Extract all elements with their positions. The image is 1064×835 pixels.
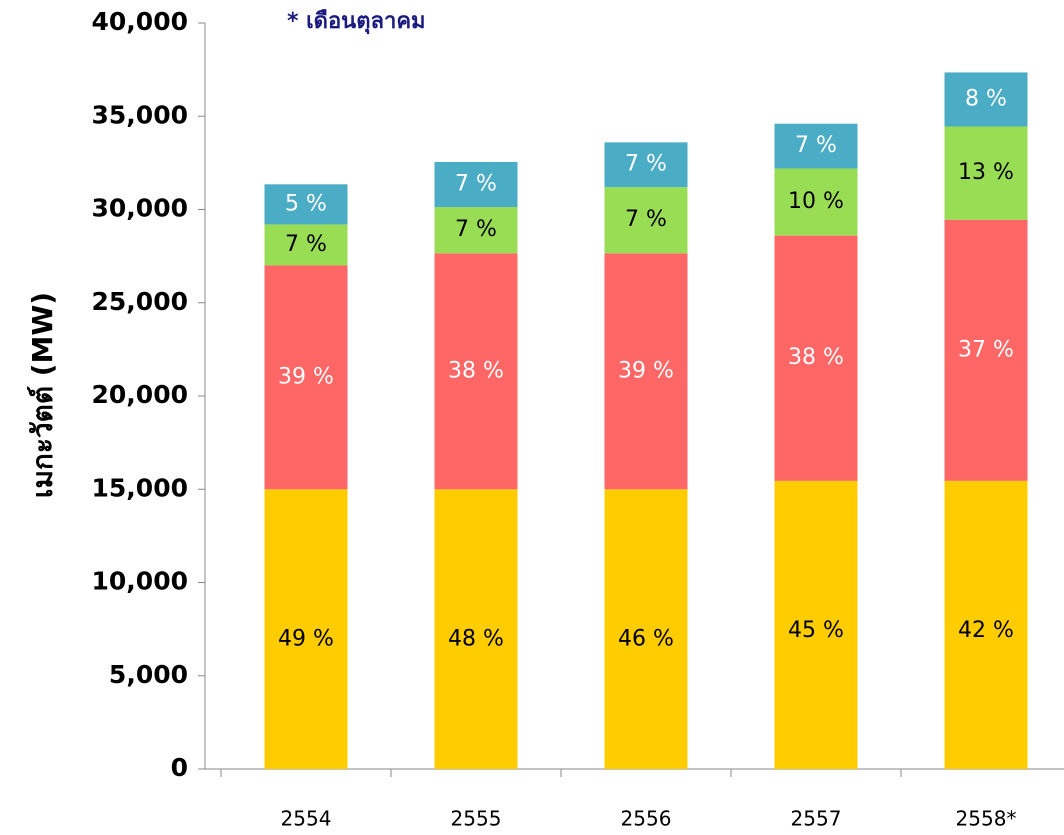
bar-segment — [604, 489, 688, 769]
bar-segment — [944, 480, 1028, 769]
segment-label: 7 % — [455, 217, 497, 242]
bar-segment — [774, 123, 858, 169]
segment-label: 46 % — [618, 626, 674, 651]
segment-label: 7 % — [625, 207, 667, 232]
segment-label: 42 % — [958, 618, 1014, 643]
segment-label: 8 % — [965, 86, 1007, 111]
y-tick-label: 10,000 — [92, 567, 188, 596]
bar-segment — [264, 224, 348, 266]
y-tick-label: 15,000 — [92, 473, 188, 502]
bar-segment — [604, 187, 688, 254]
annotation: * เดือนตุลาคม — [287, 9, 426, 35]
segment-label: 10 % — [788, 189, 844, 214]
bar-segment — [604, 253, 688, 490]
bar-segment — [774, 168, 858, 236]
segment-label: 45 % — [788, 618, 844, 643]
x-tick-label: 2556 — [621, 807, 672, 831]
y-tick-label: 25,000 — [92, 287, 188, 316]
segment-label: 49 % — [278, 626, 334, 651]
y-axis-label: เมกะวัตต์ (MW) — [26, 292, 59, 498]
y-tick-label: 20,000 — [92, 380, 188, 409]
bar-segment — [264, 489, 348, 769]
segment-label: 7 % — [625, 152, 667, 177]
x-tick-label: 2554 — [281, 807, 332, 831]
x-tick-label: 2557 — [791, 807, 842, 831]
bar-segment — [944, 126, 1028, 220]
bar-segment — [604, 142, 688, 188]
y-tick-label: 35,000 — [92, 100, 188, 129]
segment-label: 7 % — [795, 133, 837, 158]
bar-segment — [774, 235, 858, 481]
bar-segment — [434, 207, 518, 254]
y-tick-label: 30,000 — [92, 194, 188, 223]
bar-segment — [264, 184, 348, 225]
segment-label: 7 % — [455, 172, 497, 197]
segment-label: 39 % — [618, 358, 674, 383]
segment-label: 39 % — [278, 364, 334, 389]
segment-label: 5 % — [285, 191, 327, 216]
segment-label: 38 % — [788, 345, 844, 370]
segment-label: 7 % — [285, 232, 327, 257]
segment-label: 48 % — [448, 626, 504, 651]
bar-segment — [944, 219, 1028, 481]
segment-label: 37 % — [958, 337, 1014, 362]
bar-segment — [944, 72, 1028, 127]
x-tick-label: 2555 — [451, 807, 502, 831]
bar-segment — [434, 161, 518, 208]
y-tick-label: 0 — [171, 753, 188, 782]
bar-segment — [434, 489, 518, 769]
y-tick-label: 5,000 — [109, 660, 188, 689]
x-tick-label: 2558* — [956, 807, 1017, 831]
bar-segment — [434, 253, 518, 490]
segment-label: 13 % — [958, 160, 1014, 185]
bar-segment — [264, 265, 348, 490]
segment-label: 38 % — [448, 358, 504, 383]
bar-segment — [774, 480, 858, 769]
y-tick-label: 40,000 — [92, 7, 188, 36]
